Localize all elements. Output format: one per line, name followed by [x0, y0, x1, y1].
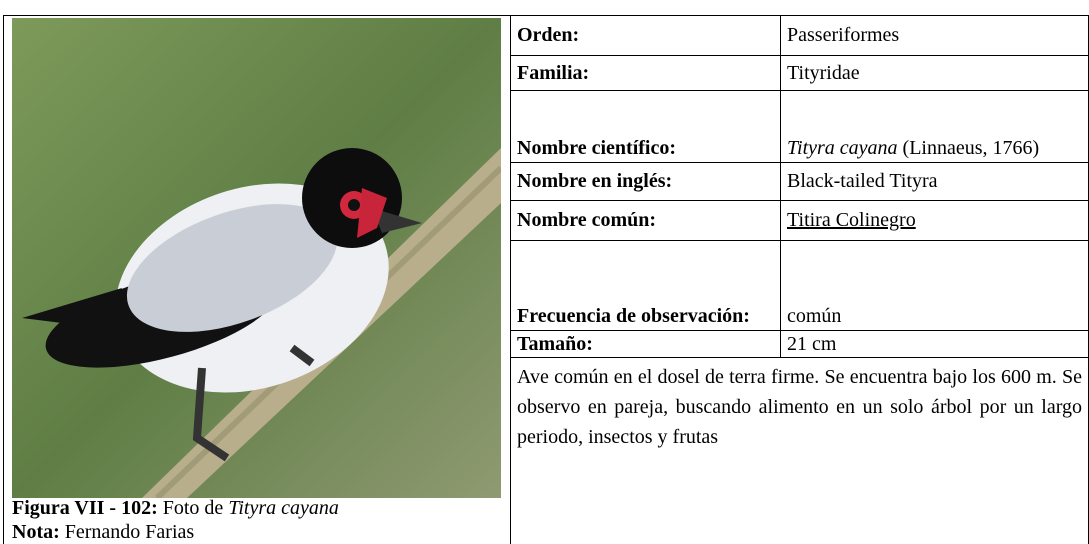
row-value: Tityridae: [780, 55, 1089, 91]
authority: (Linnaeus, 1766): [902, 137, 1040, 159]
figure-note: Nota: Fernando Farias: [12, 520, 502, 544]
row-value: Passeriformes: [780, 15, 1089, 56]
bird-photo: [12, 18, 501, 498]
figure-caption: Figura VII - 102: Foto de Tityra cayana: [12, 496, 502, 520]
row-label: Familia:: [510, 55, 781, 91]
caption-text: Foto de: [162, 497, 224, 519]
row-label: Nombre común:: [510, 200, 781, 241]
species: Tityra cayana: [787, 137, 898, 159]
description: Ave común en el dosel de terra firme. Se…: [510, 357, 1089, 544]
row-label: Frecuencia de observación:: [510, 240, 781, 331]
note-text: Fernando Farias: [64, 521, 195, 543]
row-label: Nombre en inglés:: [510, 162, 781, 201]
row-label: Orden:: [510, 15, 781, 56]
row-label: Nombre científico:: [510, 90, 781, 163]
row-value: Black-tailed Tityra: [780, 162, 1089, 201]
figure-cell: Figura VII - 102: Foto de Tityra cayana …: [3, 15, 511, 544]
row-value: Titira Colinegro: [780, 200, 1089, 241]
note-label: Nota:: [12, 521, 60, 543]
caption-species: Tityra cayana: [228, 497, 339, 519]
caption-label: Figura VII - 102:: [12, 497, 158, 519]
row-value: común: [780, 240, 1089, 331]
row-value: 21 cm: [780, 330, 1089, 358]
row-value: Tityra cayana (Linnaeus, 1766): [780, 90, 1089, 163]
row-label: Tamaño:: [510, 330, 781, 358]
caption: Figura VII - 102: Foto de Tityra cayana …: [12, 496, 502, 544]
scientific-name: Tityra cayana (Linnaeus, 1766): [787, 137, 1082, 160]
